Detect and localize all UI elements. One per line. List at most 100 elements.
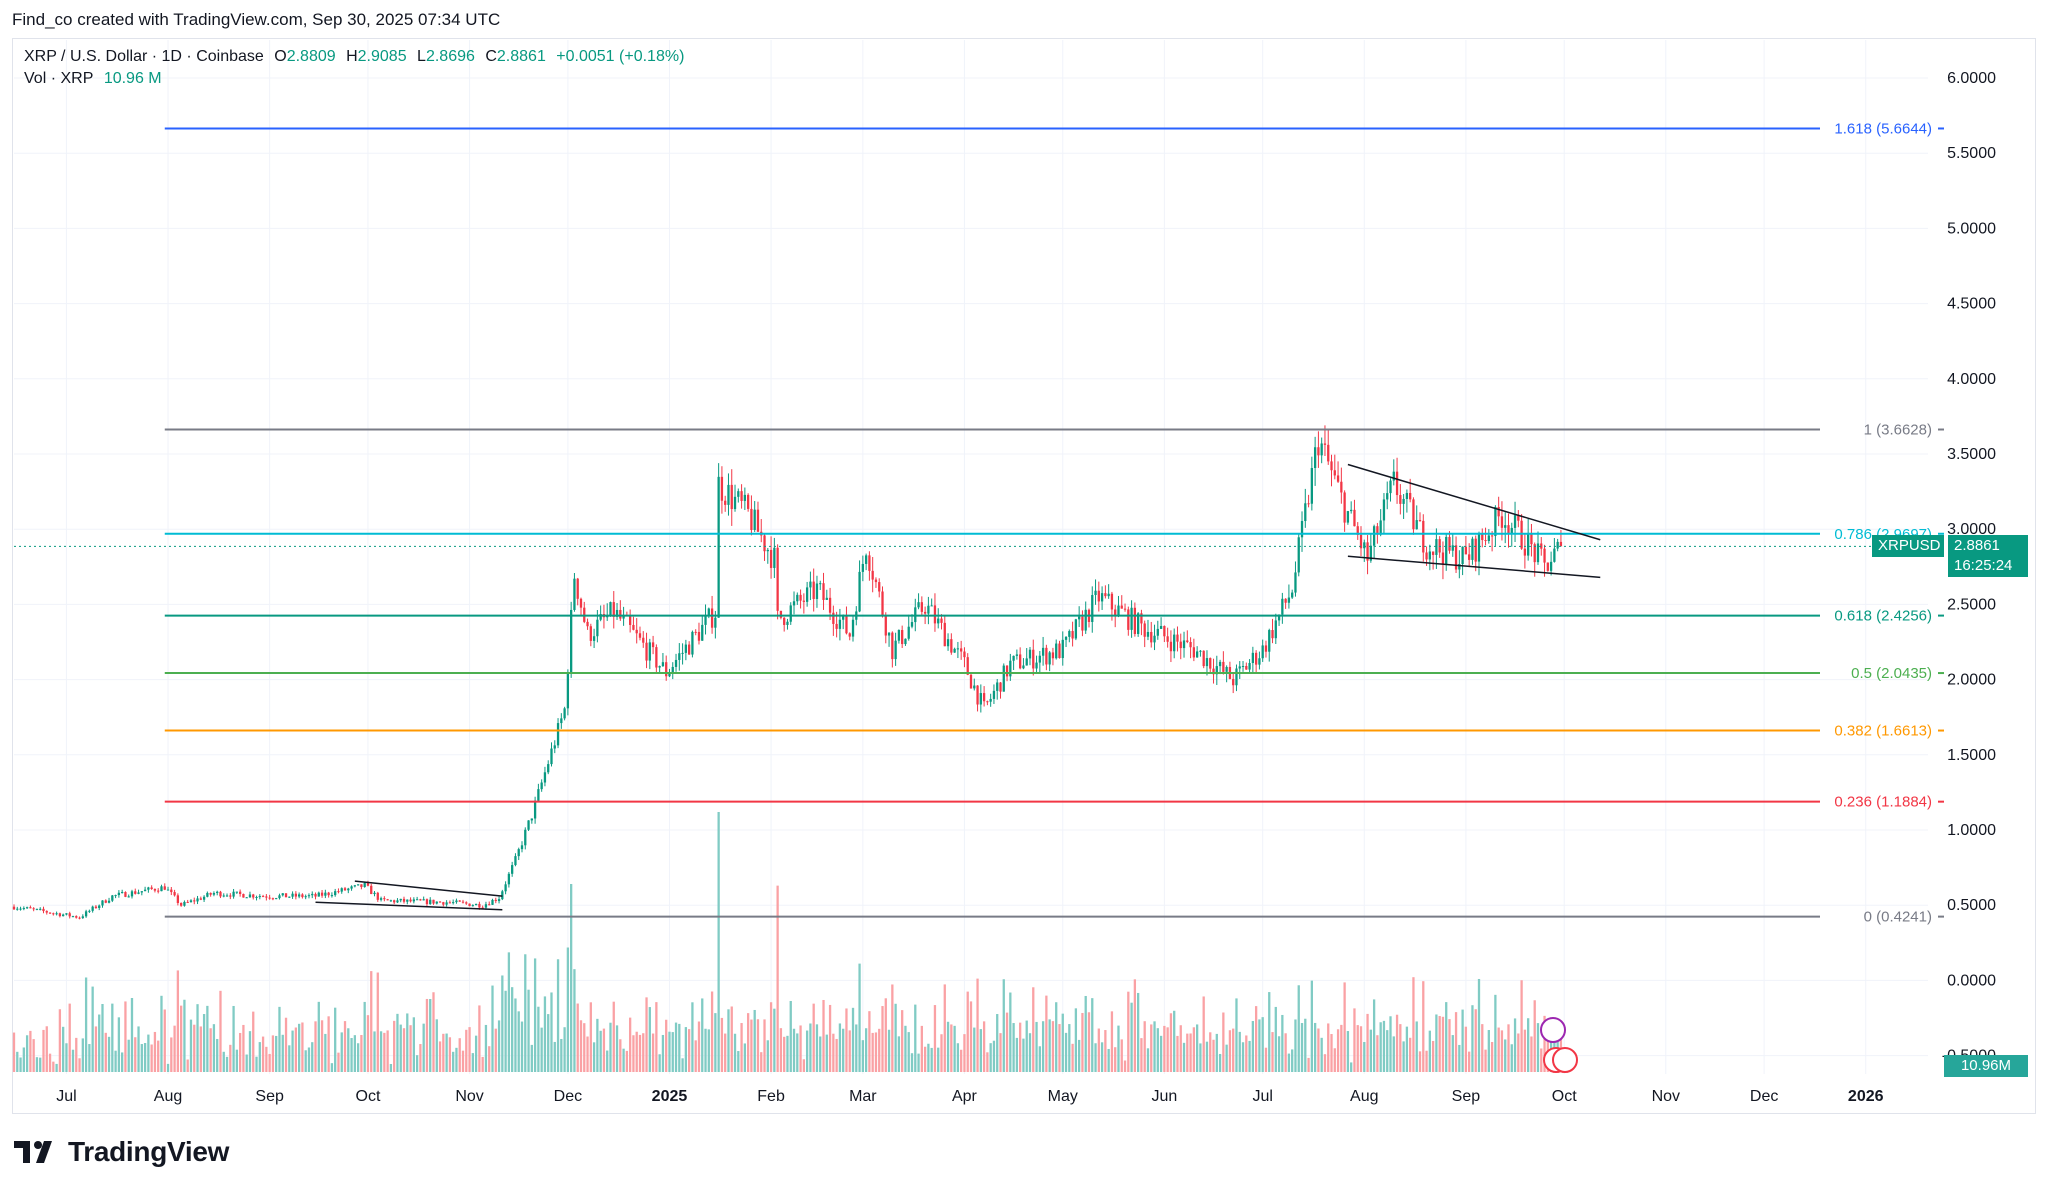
candle-body[interactable]	[779, 610, 783, 618]
candle-body[interactable]	[1248, 663, 1251, 670]
candle-body[interactable]	[973, 685, 976, 689]
candle-body[interactable]	[1553, 548, 1556, 562]
candle-body[interactable]	[684, 644, 688, 653]
candle-body[interactable]	[402, 898, 406, 902]
candle-body[interactable]	[1277, 614, 1281, 621]
candle-body[interactable]	[242, 893, 245, 898]
candle-body[interactable]	[1487, 535, 1490, 541]
candle-body[interactable]	[1350, 509, 1353, 512]
candle-body[interactable]	[1166, 636, 1169, 642]
candle-body[interactable]	[52, 913, 55, 915]
candle-body[interactable]	[1481, 533, 1484, 541]
candle-body[interactable]	[304, 896, 307, 898]
candle-body[interactable]	[930, 605, 933, 607]
candle-body[interactable]	[989, 698, 992, 702]
candle-body[interactable]	[1169, 641, 1173, 652]
candle-body[interactable]	[160, 886, 163, 892]
candle-body[interactable]	[1032, 649, 1035, 669]
candle-body[interactable]	[946, 639, 950, 647]
candle-body[interactable]	[1097, 590, 1100, 602]
candle-body[interactable]	[599, 614, 602, 620]
candle-body[interactable]	[838, 619, 842, 629]
candle-body[interactable]	[484, 904, 488, 908]
candle-body[interactable]	[334, 891, 337, 896]
candle-body[interactable]	[1130, 607, 1133, 630]
candle-body[interactable]	[94, 906, 98, 908]
candle-body[interactable]	[1392, 471, 1395, 481]
candle-body[interactable]	[809, 581, 812, 588]
candle-body[interactable]	[1320, 443, 1323, 456]
candle-body[interactable]	[1379, 520, 1382, 535]
candle-body[interactable]	[1549, 561, 1553, 571]
candle-body[interactable]	[1232, 678, 1235, 686]
candle-body[interactable]	[1218, 661, 1222, 667]
candle-body[interactable]	[1507, 525, 1510, 535]
candle-body[interactable]	[612, 602, 615, 617]
candle-body[interactable]	[435, 901, 438, 904]
candle-body[interactable]	[737, 491, 740, 497]
candle-body[interactable]	[783, 617, 786, 625]
candle-body[interactable]	[58, 913, 62, 917]
candle-body[interactable]	[1369, 545, 1372, 561]
candle-body[interactable]	[117, 892, 121, 896]
candle-body[interactable]	[1490, 535, 1494, 537]
candle-body[interactable]	[88, 910, 91, 912]
candle-body[interactable]	[864, 555, 868, 564]
candle-body[interactable]	[766, 549, 769, 552]
candle-body[interactable]	[517, 849, 520, 857]
candle-body[interactable]	[848, 633, 851, 637]
candle-body[interactable]	[1546, 562, 1549, 571]
candle-body[interactable]	[376, 892, 379, 900]
candle-body[interactable]	[763, 535, 766, 552]
candle-body[interactable]	[560, 718, 563, 724]
candle-body[interactable]	[1468, 554, 1471, 560]
candle-body[interactable]	[124, 892, 127, 897]
candle-body[interactable]	[733, 496, 737, 510]
candle-body[interactable]	[1504, 525, 1507, 528]
candle-body[interactable]	[1287, 597, 1291, 603]
candle-body[interactable]	[399, 898, 402, 901]
candle-body[interactable]	[176, 895, 180, 903]
candle-body[interactable]	[278, 895, 281, 899]
candle-body[interactable]	[65, 913, 68, 915]
candle-body[interactable]	[307, 895, 311, 897]
candle-body[interactable]	[16, 908, 19, 910]
candle-body[interactable]	[393, 900, 396, 903]
candle-body[interactable]	[1461, 546, 1464, 565]
candle-body[interactable]	[658, 666, 661, 668]
candle-body[interactable]	[471, 905, 474, 907]
candle-body[interactable]	[478, 903, 481, 908]
candle-body[interactable]	[360, 884, 363, 888]
candle-body[interactable]	[225, 895, 229, 897]
candle-body[interactable]	[474, 903, 478, 906]
candle-body[interactable]	[1064, 636, 1068, 640]
candle-body[interactable]	[933, 605, 937, 624]
candle-body[interactable]	[1041, 647, 1045, 656]
candle-body[interactable]	[1028, 649, 1032, 659]
candle-body[interactable]	[1186, 640, 1189, 643]
candle-body[interactable]	[22, 908, 25, 910]
candle-body[interactable]	[514, 856, 517, 866]
candle-body[interactable]	[786, 621, 789, 625]
candle-body[interactable]	[238, 891, 242, 894]
candle-body[interactable]	[1438, 539, 1441, 553]
candle-body[interactable]	[701, 624, 704, 641]
candle-body[interactable]	[1012, 655, 1015, 661]
candle-body[interactable]	[923, 611, 927, 614]
candle-body[interactable]	[491, 899, 494, 905]
candle-body[interactable]	[609, 602, 612, 616]
candle-body[interactable]	[488, 904, 491, 906]
candle-body[interactable]	[1445, 536, 1448, 565]
candle-body[interactable]	[1058, 643, 1061, 659]
candle-body[interactable]	[1428, 551, 1431, 560]
candle-body[interactable]	[1389, 480, 1392, 494]
candle-body[interactable]	[756, 509, 760, 532]
candle-body[interactable]	[429, 899, 432, 905]
candle-body[interactable]	[851, 619, 855, 637]
candle-body[interactable]	[999, 682, 1002, 692]
candle-body[interactable]	[1074, 619, 1078, 639]
candle-body[interactable]	[1474, 538, 1477, 562]
candle-body[interactable]	[822, 583, 825, 600]
candle-body[interactable]	[104, 900, 107, 903]
candle-body[interactable]	[1068, 631, 1071, 637]
